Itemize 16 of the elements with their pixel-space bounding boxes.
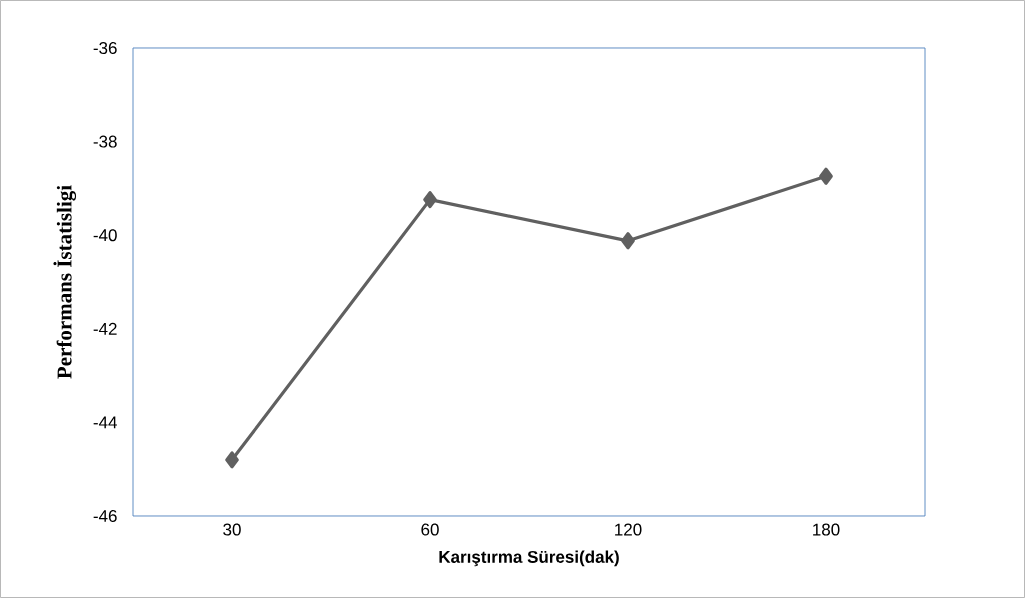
x-tick-label: 180: [813, 523, 840, 536]
y-tick-label: -44: [93, 416, 117, 429]
point: [819, 167, 833, 185]
y-tick-label: -46: [93, 509, 117, 523]
point: [225, 451, 239, 469]
point: [621, 232, 635, 250]
x-tick-label: 60: [421, 523, 439, 536]
x-tick-label: 30: [223, 523, 241, 536]
point: [423, 191, 437, 209]
y-tick-label: -40: [93, 229, 117, 242]
x-axis-title: Karıştırma Süresi(dak): [439, 550, 619, 567]
y-tick-label: -38: [93, 135, 117, 148]
y-tick-label: -36: [93, 41, 117, 55]
x-tick-label: 120: [615, 523, 642, 536]
y-axis-title: Performans İstatisligi: [53, 185, 77, 379]
y-tick-label: -42: [93, 322, 117, 335]
